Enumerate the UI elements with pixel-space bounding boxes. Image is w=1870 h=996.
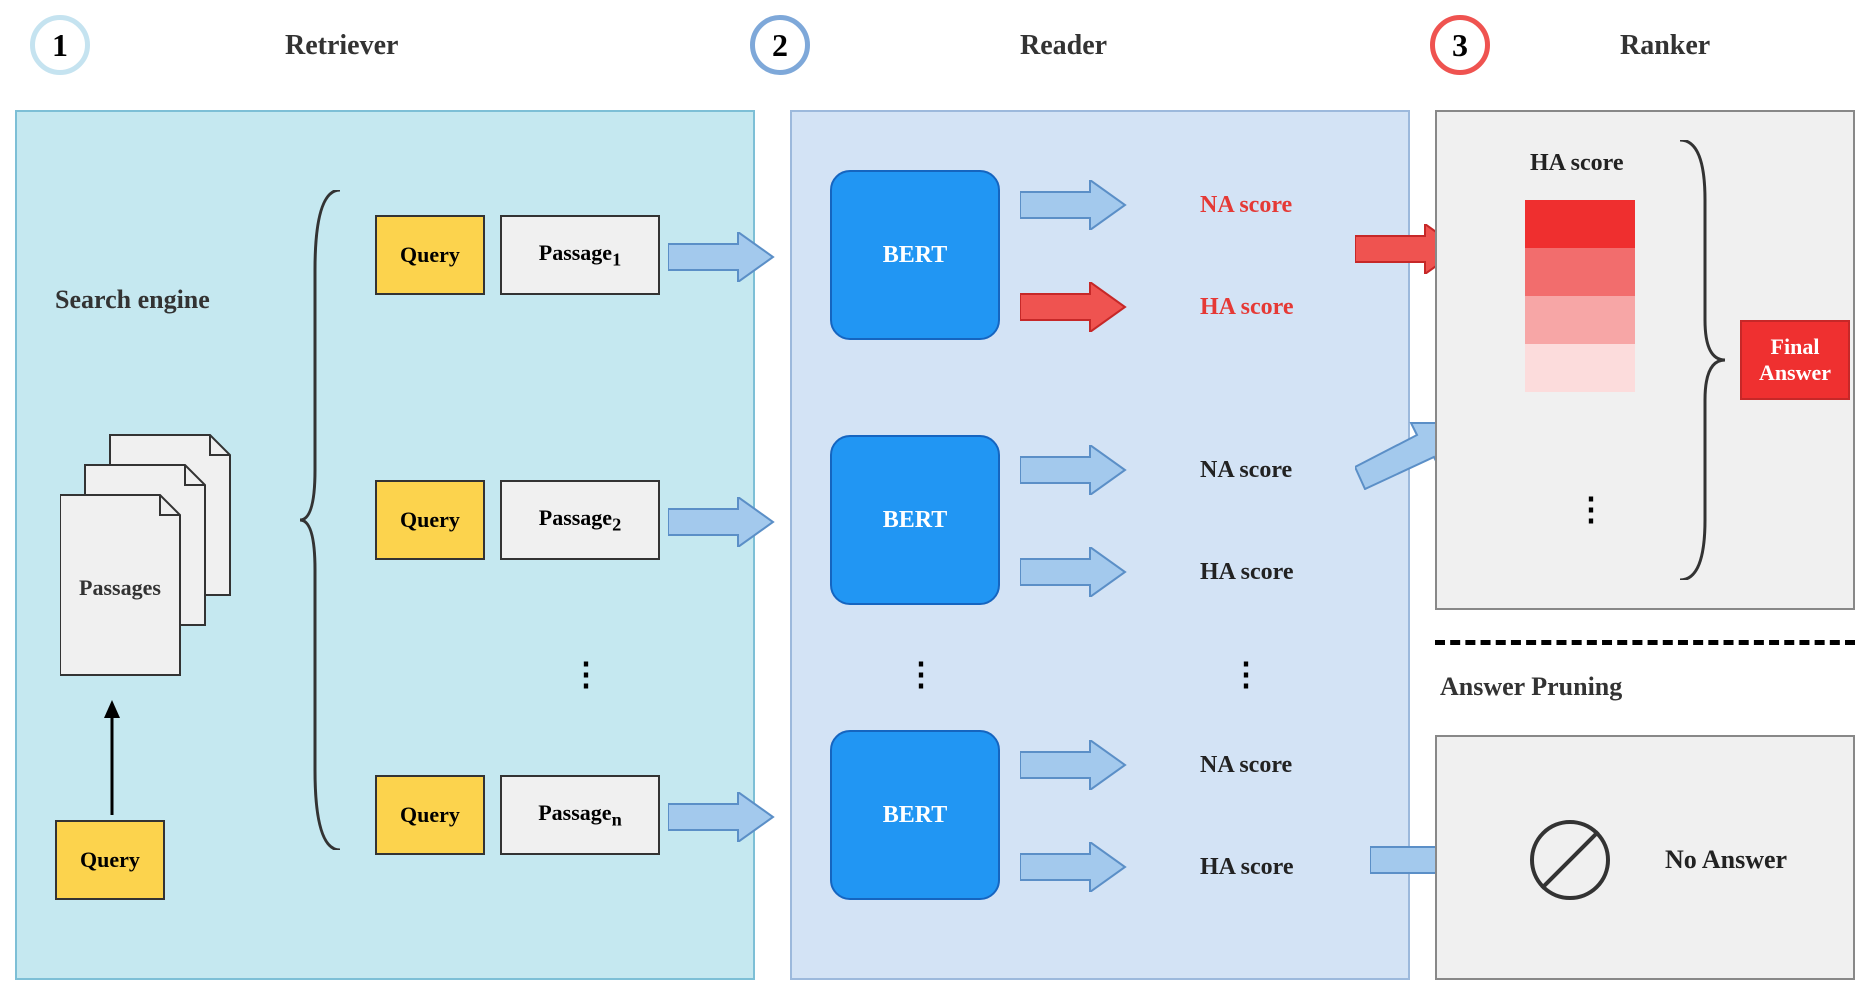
arrow-bert2-ha xyxy=(1020,547,1130,597)
final-answer-box: Final Answer xyxy=(1740,320,1850,400)
arrow-p1-to-bert xyxy=(668,232,778,282)
query-label-1: Query xyxy=(400,242,460,268)
ha-score-title: HA score xyxy=(1530,150,1624,177)
stage-2-label: Reader xyxy=(1020,30,1107,62)
ha-score-n: HA score xyxy=(1200,854,1294,881)
bert-label-n: BERT xyxy=(883,802,948,829)
ha-score-1: HA score xyxy=(1200,294,1294,321)
ellipsis-bert: ⋮ xyxy=(905,655,937,693)
stage-1-label: Retriever xyxy=(285,30,398,62)
arrow-pn-to-bert xyxy=(668,792,778,842)
passage-n-text: Passagen xyxy=(538,800,622,830)
arrow-bert2-na xyxy=(1020,445,1130,495)
no-answer-label: No Answer xyxy=(1665,845,1787,875)
doc-stack-icon: Passages xyxy=(60,415,260,695)
arrow-bert1-na xyxy=(1020,180,1130,230)
na-score-1: NA score xyxy=(1200,192,1292,219)
passage-box-n: Passagen xyxy=(500,775,660,855)
arrow-bert1-ha xyxy=(1020,282,1130,332)
stage-2-circle: 2 xyxy=(750,15,810,75)
ranker-bar-2 xyxy=(1525,248,1635,296)
bert-box-n: BERT xyxy=(830,730,1000,900)
stage-3-circle: 3 xyxy=(1430,15,1490,75)
bert-box-1: BERT xyxy=(830,170,1000,340)
bert-box-2: BERT xyxy=(830,435,1000,605)
ranker-bottom-panel xyxy=(1435,735,1855,980)
na-score-2: NA score xyxy=(1200,457,1292,484)
no-answer-icon xyxy=(1530,820,1610,900)
passage-2-text: Passage2 xyxy=(539,505,622,535)
na-score-n: NA score xyxy=(1200,752,1292,779)
passage-box-1: Passage1 xyxy=(500,215,660,295)
answer-pruning-label: Answer Pruning xyxy=(1440,672,1622,702)
query-to-passages-arrow xyxy=(100,700,130,820)
ranker-bar-4 xyxy=(1525,344,1635,392)
final-answer-text: Final Answer xyxy=(1759,334,1831,387)
stage-1-circle: 1 xyxy=(30,15,90,75)
curly-brace-icon xyxy=(300,190,360,850)
query-label-n: Query xyxy=(400,802,460,828)
stage-1-num: 1 xyxy=(52,27,68,64)
ellipsis-ranker: ⋮ xyxy=(1575,490,1607,528)
ranker-bar-3 xyxy=(1525,296,1635,344)
bert-label-1: BERT xyxy=(883,242,948,269)
arrow-bertn-ha xyxy=(1020,842,1130,892)
dashed-separator xyxy=(1435,640,1855,645)
stage-3-num: 3 xyxy=(1452,27,1468,64)
passage-1-text: Passage1 xyxy=(539,240,622,270)
search-engine-label: Search engine xyxy=(55,285,210,315)
svg-text:Passages: Passages xyxy=(79,575,161,600)
bottom-query-box: Query xyxy=(55,820,165,900)
stage-2-num: 2 xyxy=(772,27,788,64)
arrow-p2-to-bert xyxy=(668,497,778,547)
right-brace-icon xyxy=(1680,140,1730,580)
passage-box-2: Passage2 xyxy=(500,480,660,560)
stage-3-label: Ranker xyxy=(1620,30,1710,62)
ranker-bar-1 xyxy=(1525,200,1635,248)
query-box-1: Query xyxy=(375,215,485,295)
bottom-query-label: Query xyxy=(80,847,140,873)
query-box-n: Query xyxy=(375,775,485,855)
ha-score-2: HA score xyxy=(1200,559,1294,586)
query-label-2: Query xyxy=(400,507,460,533)
arrow-bertn-na xyxy=(1020,740,1130,790)
ellipsis-scores: ⋮ xyxy=(1230,655,1262,693)
bert-label-2: BERT xyxy=(883,507,948,534)
query-box-2: Query xyxy=(375,480,485,560)
ellipsis-passages: ⋮ xyxy=(570,655,602,693)
